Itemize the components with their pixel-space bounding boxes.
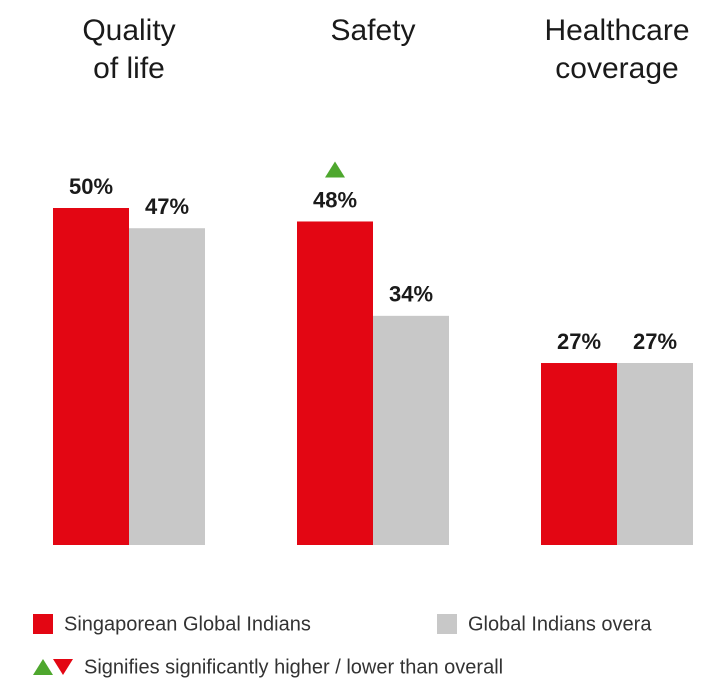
bar — [541, 363, 617, 545]
value-label: 27% — [557, 329, 601, 354]
significance-marker — [325, 161, 345, 178]
legend-up — [33, 659, 53, 675]
note-text: Signifies significantly higher / lower t… — [84, 656, 503, 678]
category-label: Healthcare — [544, 14, 689, 47]
category-label: of life — [93, 52, 165, 85]
legend-down — [53, 659, 73, 675]
legend-label: Singaporean Global Indians — [64, 613, 311, 635]
value-label: 48% — [313, 187, 357, 212]
category-label: coverage — [555, 52, 678, 85]
legend-swatch — [33, 614, 53, 634]
value-label: 47% — [145, 194, 189, 219]
bar — [53, 208, 129, 545]
category-label: Quality — [82, 14, 175, 47]
value-label: 34% — [389, 282, 433, 307]
bar — [373, 315, 449, 545]
legend-swatch — [437, 614, 457, 634]
value-label: 50% — [69, 174, 113, 199]
bar — [617, 363, 693, 545]
category-label: Safety — [330, 14, 415, 47]
bar — [297, 221, 373, 546]
bar — [129, 228, 205, 545]
legend-label: Global Indians overa — [468, 613, 652, 635]
value-label: 27% — [633, 329, 677, 354]
